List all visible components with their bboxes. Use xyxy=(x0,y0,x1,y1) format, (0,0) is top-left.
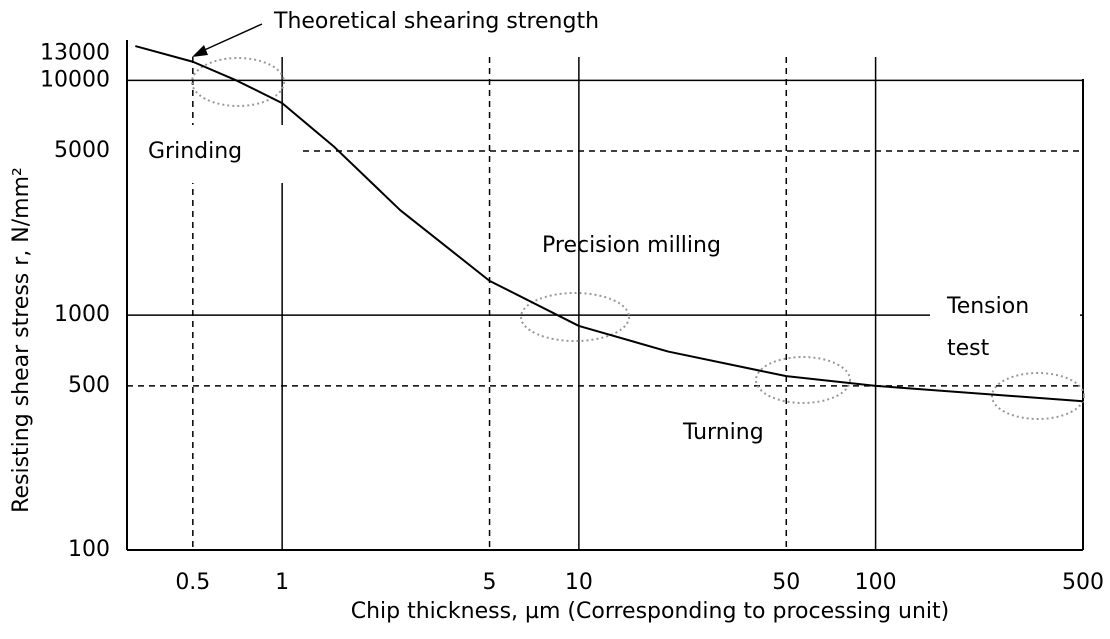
arrow-head xyxy=(192,45,208,57)
y-tick-label: 10000 xyxy=(40,67,110,92)
x-label: Chip thickness, µm (Corresponding to pro… xyxy=(351,599,950,624)
x-tick-label: 1 xyxy=(275,570,289,595)
line xyxy=(135,45,1084,403)
x-tick-label: 5 xyxy=(483,570,497,595)
y-tick-label: 1000 xyxy=(54,302,110,327)
label-bg xyxy=(930,290,1080,370)
y-tick-label: 100 xyxy=(68,537,110,562)
y-label: Resisting shear stress r, N/mm² xyxy=(9,167,34,513)
y-tick-label: 500 xyxy=(68,373,110,398)
arrow xyxy=(199,23,263,53)
annotation: Theoretical shearing strength xyxy=(273,9,599,34)
x-tick-label: 10 xyxy=(565,570,593,595)
x-tick-label: 100 xyxy=(855,570,897,595)
x-tick-label: 0.5 xyxy=(175,570,210,595)
annotation: test xyxy=(947,336,990,361)
ellipses xyxy=(191,57,1085,420)
annotation: Grinding xyxy=(148,139,242,164)
y-tick-label: 5000 xyxy=(54,138,110,163)
x-tick-label: 50 xyxy=(772,570,800,595)
label-bg xyxy=(128,125,298,183)
annotation: Turning xyxy=(682,420,764,445)
annotation: Precision milling xyxy=(542,233,721,258)
y-tick-label: 13000 xyxy=(40,41,110,66)
annotation: Tension xyxy=(946,294,1029,319)
x-tick-label: 500 xyxy=(1062,570,1104,595)
